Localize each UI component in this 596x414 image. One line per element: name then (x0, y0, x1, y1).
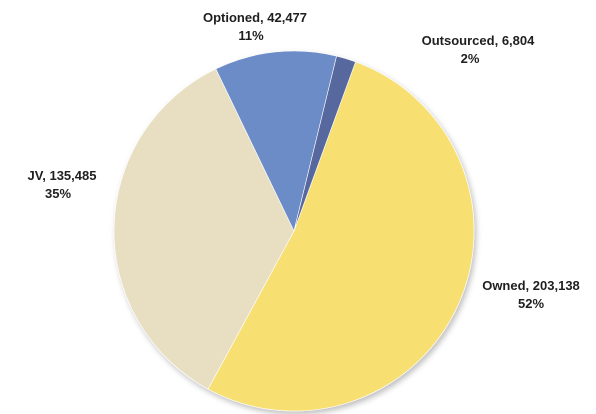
label-jv: JV, 135,485 35% (28, 168, 97, 201)
label-jv-percent: 35% (45, 186, 71, 201)
label-jv-line1: JV, 135,485 (28, 168, 97, 183)
pie-slice-owned (207, 61, 475, 412)
label-optioned-percent: 11% (238, 28, 264, 43)
label-optioned-line1: Optioned, 42,477 (203, 10, 307, 25)
label-owned-percent: 52% (518, 296, 544, 311)
pie-slice-outsourced (293, 55, 356, 232)
pie-slice-jv (113, 68, 295, 390)
label-outsourced: Outsourced, 6,804 2% (422, 33, 536, 66)
label-owned: Owned, 203,138 52% (482, 278, 580, 311)
pie-slices (113, 50, 475, 412)
label-optioned: Optioned, 42,477 11% (203, 10, 307, 43)
label-outsourced-percent: 2% (461, 51, 480, 66)
label-outsourced-line1: Outsourced, 6,804 (422, 33, 536, 48)
label-owned-line1: Owned, 203,138 (482, 278, 580, 293)
pie-slice-optioned (215, 50, 337, 232)
